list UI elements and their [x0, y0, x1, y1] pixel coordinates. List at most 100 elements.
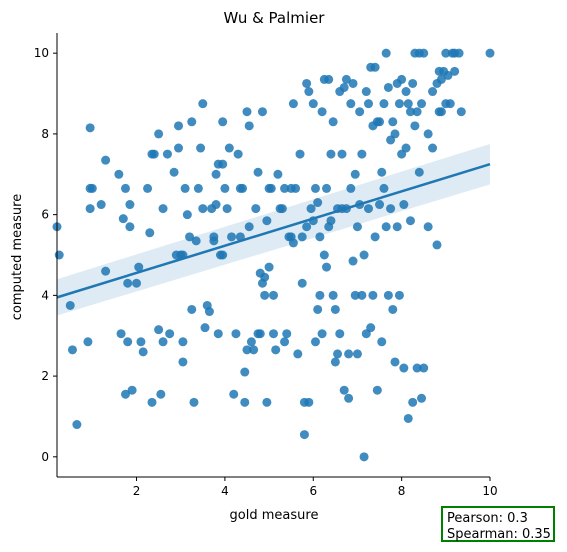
data-point [178, 357, 188, 367]
data-point [326, 216, 336, 226]
y-tick-label: 6 [41, 208, 49, 222]
data-point [348, 78, 358, 88]
data-point [403, 413, 413, 423]
data-point [317, 107, 327, 117]
data-point [310, 183, 320, 193]
data-point [383, 290, 393, 300]
data-point [339, 82, 349, 92]
data-point [165, 329, 175, 339]
x-tick-label: 6 [309, 484, 317, 498]
data-point [322, 262, 332, 272]
data-point [355, 107, 365, 117]
data-point [238, 183, 248, 193]
data-point [386, 204, 396, 214]
data-point [185, 232, 195, 242]
data-point [224, 143, 234, 153]
data-point [414, 167, 424, 177]
data-point [211, 169, 221, 179]
data-point [324, 74, 334, 84]
data-point [231, 329, 241, 339]
y-tick-label: 10 [34, 46, 49, 60]
data-point [220, 183, 230, 193]
data-point [158, 204, 168, 214]
data-point [101, 266, 111, 276]
data-point [357, 290, 367, 300]
data-point [299, 430, 309, 440]
data-point [436, 74, 446, 84]
data-point [313, 304, 323, 314]
data-point [262, 397, 272, 407]
data-point [450, 66, 460, 76]
data-point [315, 290, 325, 300]
data-point [218, 250, 228, 260]
data-point [158, 337, 168, 347]
data-point [244, 222, 254, 232]
data-point [198, 204, 208, 214]
x-tick-label: 8 [398, 484, 406, 498]
data-point [328, 290, 338, 300]
data-point [288, 99, 298, 109]
data-point [417, 393, 427, 403]
data-point [401, 87, 411, 97]
data-point [295, 149, 305, 159]
data-point [189, 397, 199, 407]
data-point [280, 183, 290, 193]
data-point [218, 117, 228, 127]
data-point [315, 232, 325, 242]
data-point [242, 345, 252, 355]
data-point [322, 183, 332, 193]
data-point [392, 222, 402, 232]
data-point [85, 123, 95, 133]
data-point [240, 397, 250, 407]
data-point [328, 117, 338, 127]
x-tick-label: 10 [482, 484, 497, 498]
data-point [337, 149, 347, 159]
x-tick-label: 4 [221, 484, 229, 498]
data-point [454, 48, 464, 58]
data-point [310, 337, 320, 347]
data-point [96, 200, 106, 210]
data-point [436, 107, 446, 117]
data-point [383, 82, 393, 92]
data-point [118, 214, 128, 224]
data-point [344, 393, 354, 403]
data-point [180, 183, 190, 193]
data-point [222, 204, 232, 214]
data-point [313, 198, 323, 208]
data-point [269, 329, 278, 339]
data-point [326, 149, 336, 159]
data-point [394, 99, 404, 109]
data-point [280, 337, 290, 347]
data-point [379, 99, 389, 109]
axes: 2 4 6 8 10 0 2 4 6 8 10 [34, 33, 498, 498]
data-point [366, 323, 376, 333]
data-point [125, 222, 135, 232]
data-point [196, 143, 206, 153]
data-point [419, 363, 429, 373]
data-point [361, 87, 371, 97]
y-axis-label: computed measure [10, 194, 25, 320]
data-point [352, 349, 362, 359]
data-point [282, 329, 292, 339]
data-point [209, 236, 219, 246]
data-point [390, 357, 400, 367]
data-point [271, 345, 281, 355]
data-point [403, 99, 413, 109]
data-point [242, 107, 252, 117]
data-point [381, 222, 391, 232]
data-point [308, 99, 318, 109]
data-point [306, 204, 316, 214]
data-point [123, 278, 133, 288]
data-point [375, 117, 385, 127]
data-point [229, 389, 239, 399]
data-point [432, 240, 442, 250]
data-point [372, 385, 382, 395]
data-point [304, 397, 314, 407]
x-tick-label: 2 [133, 484, 141, 498]
spearman-text: Spearman: 0.35 [447, 527, 551, 542]
data-point [359, 452, 369, 462]
data-point [408, 78, 418, 88]
data-point [375, 200, 385, 210]
data-point [187, 117, 197, 127]
data-point [240, 367, 250, 377]
